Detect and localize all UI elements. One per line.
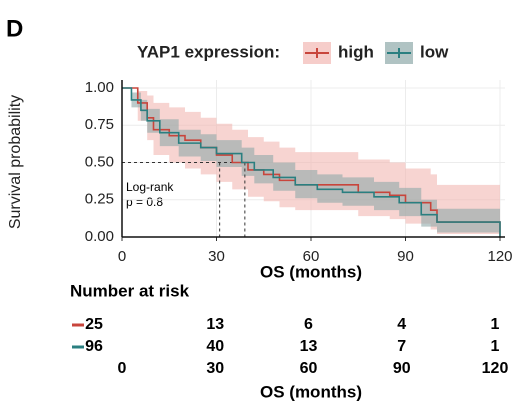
x-tick-label: 120: [487, 248, 512, 265]
x-tick-label: 90: [397, 248, 414, 265]
y-tick-label: 0.00: [85, 228, 114, 245]
legend-title: YAP1 expression:: [137, 42, 280, 61]
y-tick-label: 0.50: [85, 153, 114, 170]
y-tick-label: 0.75: [85, 116, 114, 133]
risk-x-tick-label: 0: [118, 360, 127, 377]
x-tick-label: 0: [118, 248, 126, 265]
x-tick-label: 60: [303, 248, 320, 265]
risk-count: 13: [300, 338, 318, 355]
y-axis-label: Survival probability: [7, 95, 24, 229]
panel-label: D: [6, 15, 23, 42]
risk-x-tick-label: 30: [206, 360, 224, 377]
annotation: Log-rank: [126, 180, 174, 194]
risk-x-tick-label: 90: [393, 360, 411, 377]
annotation: p = 0.8: [126, 195, 163, 209]
survival-curve: [122, 87, 501, 237]
risk-count: 25: [85, 316, 103, 333]
legend-label: low: [420, 42, 449, 61]
risk-x-label: OS (months): [260, 382, 362, 401]
risk-count: 1: [491, 316, 500, 333]
risk-count: 40: [206, 338, 224, 355]
risk-count: 7: [397, 338, 406, 355]
risk-title: Number at risk: [70, 281, 190, 300]
risk-x-tick-label: 120: [482, 360, 509, 377]
y-tick-label: 1.00: [85, 79, 114, 96]
risk-count: 4: [397, 316, 406, 333]
x-tick-label: 30: [208, 248, 225, 265]
risk-count: 96: [85, 338, 103, 355]
x-axis-label: OS (months): [260, 262, 362, 281]
risk-count: 6: [304, 316, 313, 333]
risk-count: 1: [491, 338, 500, 355]
risk-count: 13: [206, 316, 224, 333]
y-tick-label: 0.25: [85, 191, 114, 208]
risk-x-tick-label: 60: [300, 360, 318, 377]
legend-label: high: [338, 42, 374, 61]
